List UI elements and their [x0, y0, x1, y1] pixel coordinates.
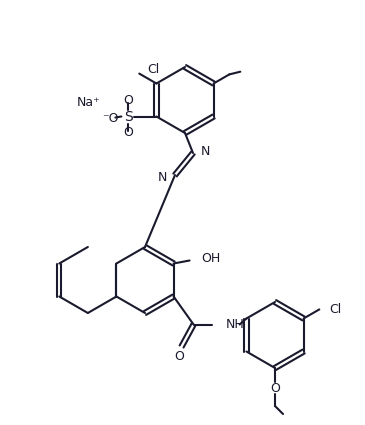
Text: O: O — [174, 350, 185, 363]
Text: ⁻O: ⁻O — [102, 112, 119, 125]
Text: N: N — [201, 144, 210, 158]
Text: O: O — [123, 126, 133, 139]
Text: N: N — [158, 170, 167, 184]
Text: OH: OH — [201, 252, 221, 265]
Text: Na⁺: Na⁺ — [77, 96, 100, 109]
Text: Cl: Cl — [329, 303, 342, 316]
Text: Cl: Cl — [147, 63, 160, 76]
Text: NH: NH — [226, 318, 244, 331]
Text: O: O — [123, 94, 133, 107]
Text: S: S — [124, 110, 133, 124]
Text: O: O — [270, 382, 280, 394]
